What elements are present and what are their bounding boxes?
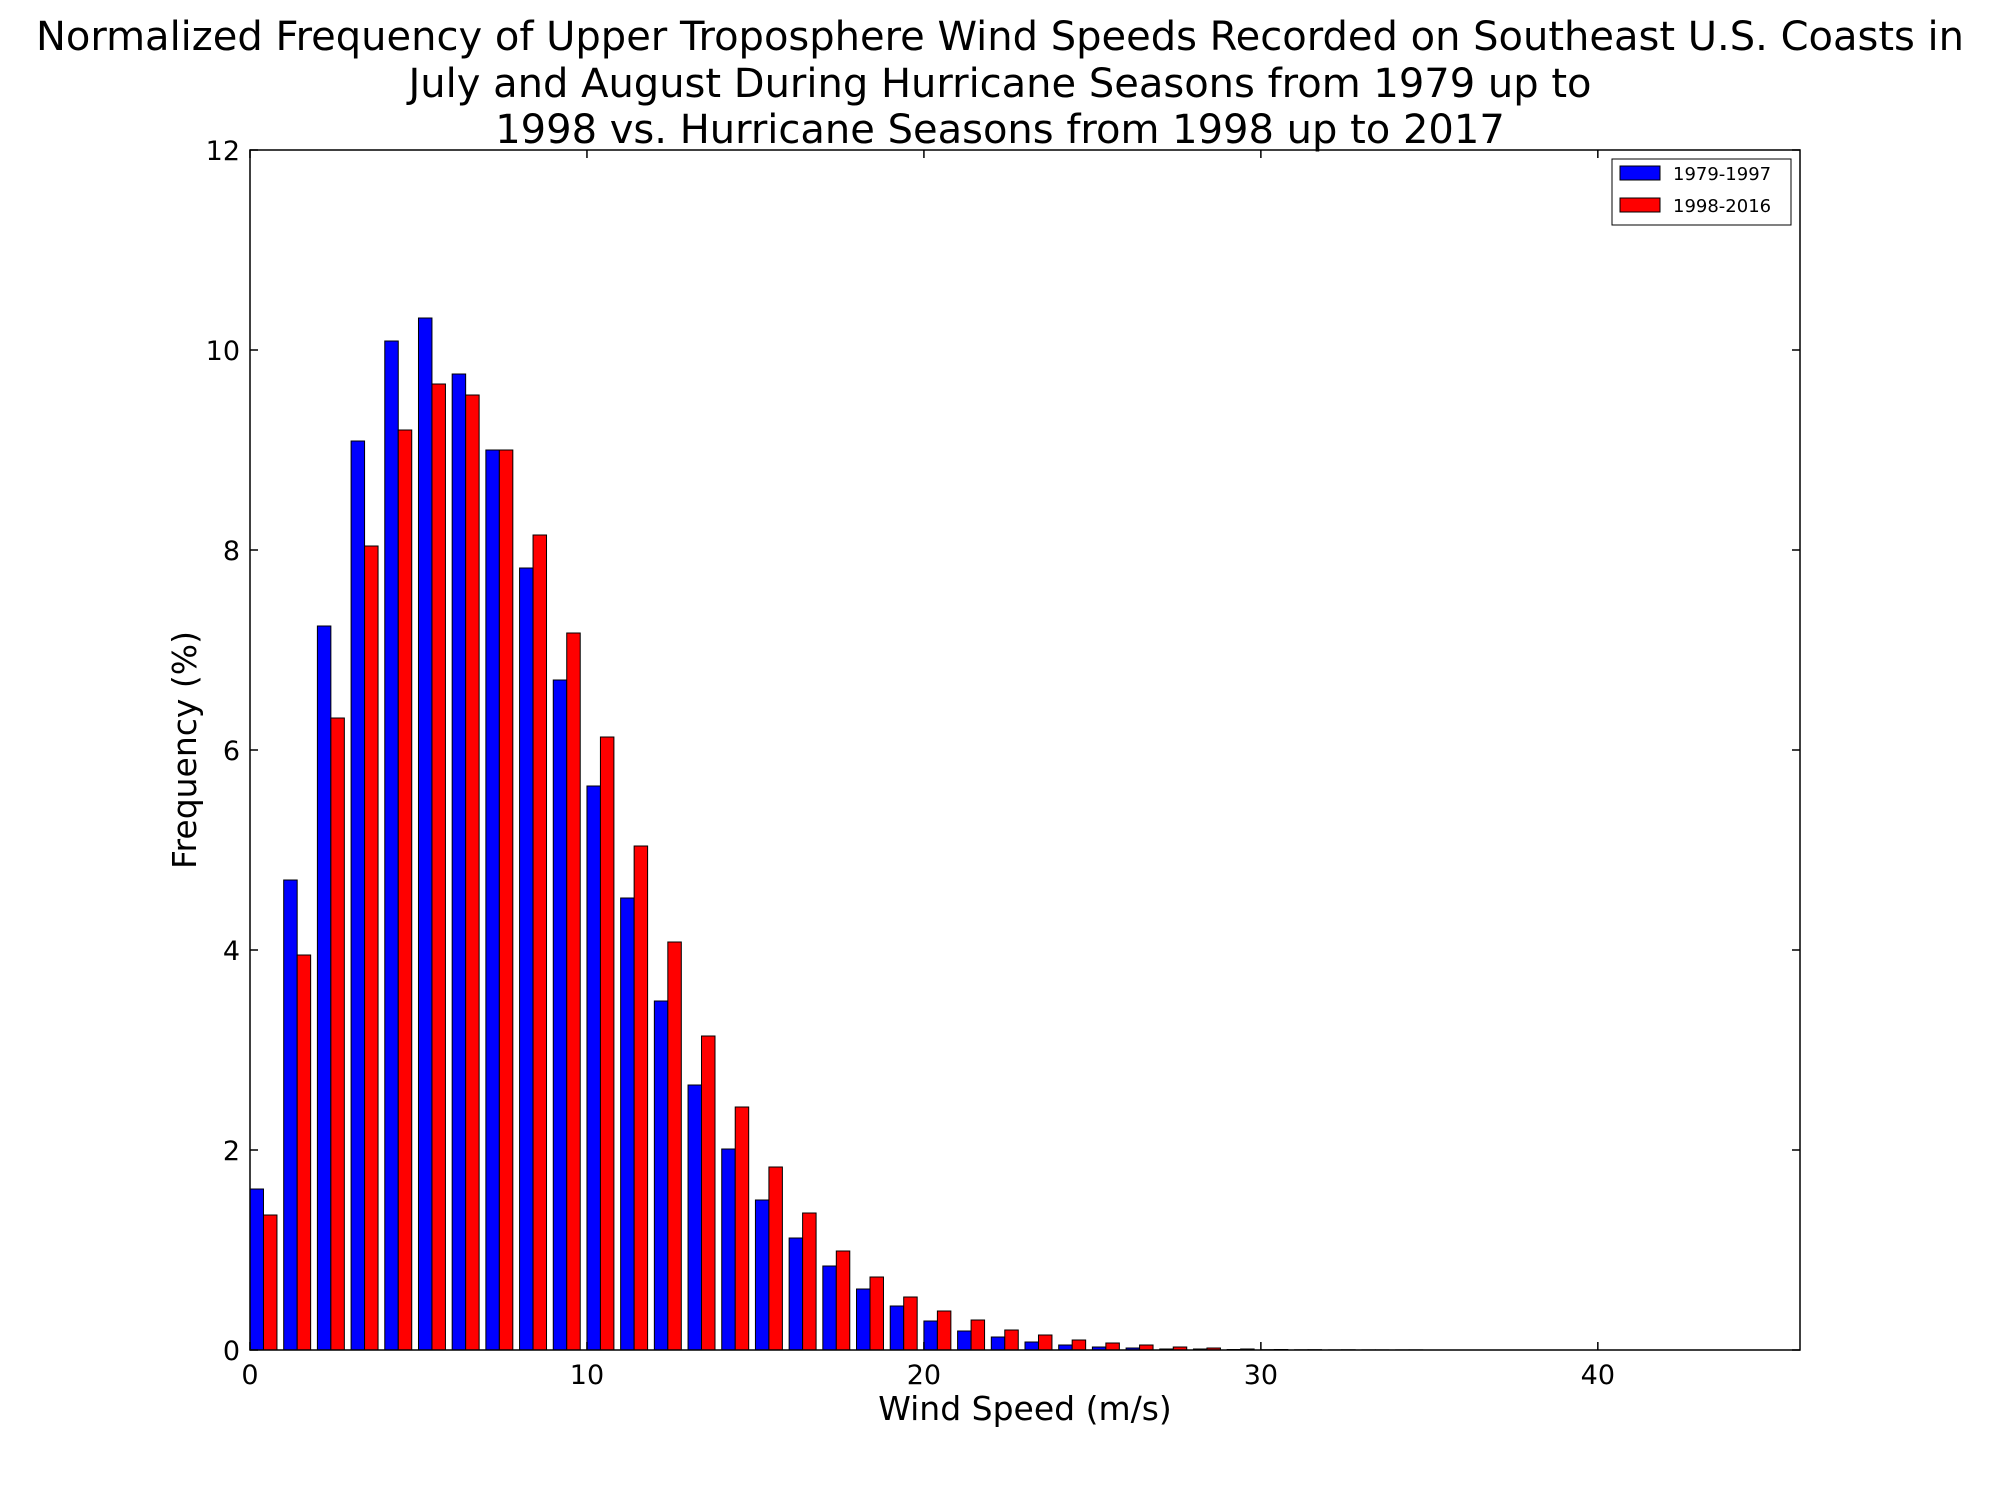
bar-1979-1997-4 [384,340,399,1351]
y-tick-label: 6 [223,736,240,767]
chart-title: Normalized Frequency of Upper Tropospher… [36,14,1964,153]
legend-swatch-1979-1997 [1619,165,1661,181]
title-line-2: July and August During Hurricane Seasons… [405,61,1591,107]
x-tick-label: 20 [907,1360,941,1391]
bar-1998-2016-2 [330,717,345,1351]
bar-1998-2016-3 [364,545,379,1351]
bar-1998-2016-5 [431,383,446,1351]
bar-1979-1997-5 [417,317,433,1351]
bar-1979-1997-16 [788,1237,804,1351]
bar-1979-1997-12 [653,1000,669,1351]
bar-1998-2016-12 [667,941,682,1351]
bar-1998-2016-10 [599,736,615,1351]
bar-1998-2016-15 [768,1166,783,1351]
bar-1998-2016-17 [835,1250,851,1351]
bar-1979-1997-18 [856,1288,871,1351]
bar-1979-1997-20 [923,1320,938,1351]
y-tick-label: 2 [223,1136,240,1167]
x-tick-label: 10 [570,1360,604,1391]
x-tick-label: 30 [1244,1360,1278,1391]
bar-1979-1997-9 [552,679,568,1351]
bar-1998-2016-20 [936,1310,952,1351]
bar-1998-2016-7 [498,449,514,1351]
y-axis-label: Frequency (%) [165,631,204,869]
bars [249,317,1424,1351]
x-tick-label: 0 [241,1360,258,1391]
bar-1979-1997-21 [957,1330,972,1351]
bar-1979-1997-13 [687,1084,703,1351]
bar-1998-2016-25 [1105,1342,1120,1351]
legend-label-1998-2016: 1998-2016 [1673,196,1771,217]
title-line-3: 1998 vs. Hurricane Seasons from 1998 up … [495,107,1505,153]
bar-1979-1997-6 [451,373,467,1351]
bar-1998-2016-11 [633,845,649,1351]
bar-1998-2016-18 [869,1276,884,1351]
bar-1979-1997-10 [586,785,601,1351]
bar-1979-1997-14 [721,1148,736,1351]
bar-1979-1997-7 [485,449,500,1351]
bar-1998-2016-24 [1071,1339,1087,1351]
bar-1979-1997-8 [519,567,534,1351]
legend-label-1979-1997: 1979-1997 [1673,164,1771,185]
bar-1979-1997-11 [620,897,635,1351]
bar-1998-2016-8 [532,534,548,1351]
x-tick-label: 40 [1581,1360,1615,1391]
bar-1998-2016-19 [903,1296,918,1351]
bar-1998-2016-16 [802,1212,817,1351]
bar-1979-1997-1 [283,879,298,1351]
y-tick-label: 8 [223,536,240,567]
bar-1979-1997-19 [889,1305,905,1351]
y-axis-ticks: 0 2 4 6 8 10 12 [206,136,1800,1367]
y-tick-label: 0 [223,1336,240,1367]
legend-swatch-1998-2016 [1619,197,1661,213]
bar-1979-1997-23 [1024,1341,1039,1351]
bar-1979-1997-15 [754,1199,770,1351]
bar-1979-1997-17 [822,1265,837,1351]
y-tick-label: 4 [223,936,240,967]
legend: 1979-1997 1998-2016 [1611,158,1792,226]
bar-1998-2016-21 [970,1319,986,1351]
bar-1998-2016-6 [465,394,480,1351]
bar-1998-2016-1 [296,954,312,1351]
bar-1998-2016-0 [262,1214,278,1351]
bar-1998-2016-4 [397,429,413,1351]
plot-frame [249,149,1801,1351]
title-line-1: Normalized Frequency of Upper Tropospher… [36,14,1964,60]
y-tick-label: 12 [206,136,240,167]
bar-1979-1997-0 [249,1188,264,1351]
bar-1979-1997-3 [350,440,366,1351]
y-tick-label: 10 [206,336,240,367]
bar-1998-2016-23 [1037,1334,1053,1351]
bar-1979-1997-2 [316,625,332,1351]
x-axis-ticks: 0 10 20 30 40 [241,150,1615,1391]
bar-1998-2016-14 [734,1106,750,1351]
bar-1998-2016-22 [1004,1329,1019,1351]
x-axis-label: Wind Speed (m/s) [878,1389,1172,1428]
bar-1998-2016-13 [701,1035,716,1351]
bar-1979-1997-22 [990,1336,1006,1351]
bar-1998-2016-9 [566,632,581,1351]
